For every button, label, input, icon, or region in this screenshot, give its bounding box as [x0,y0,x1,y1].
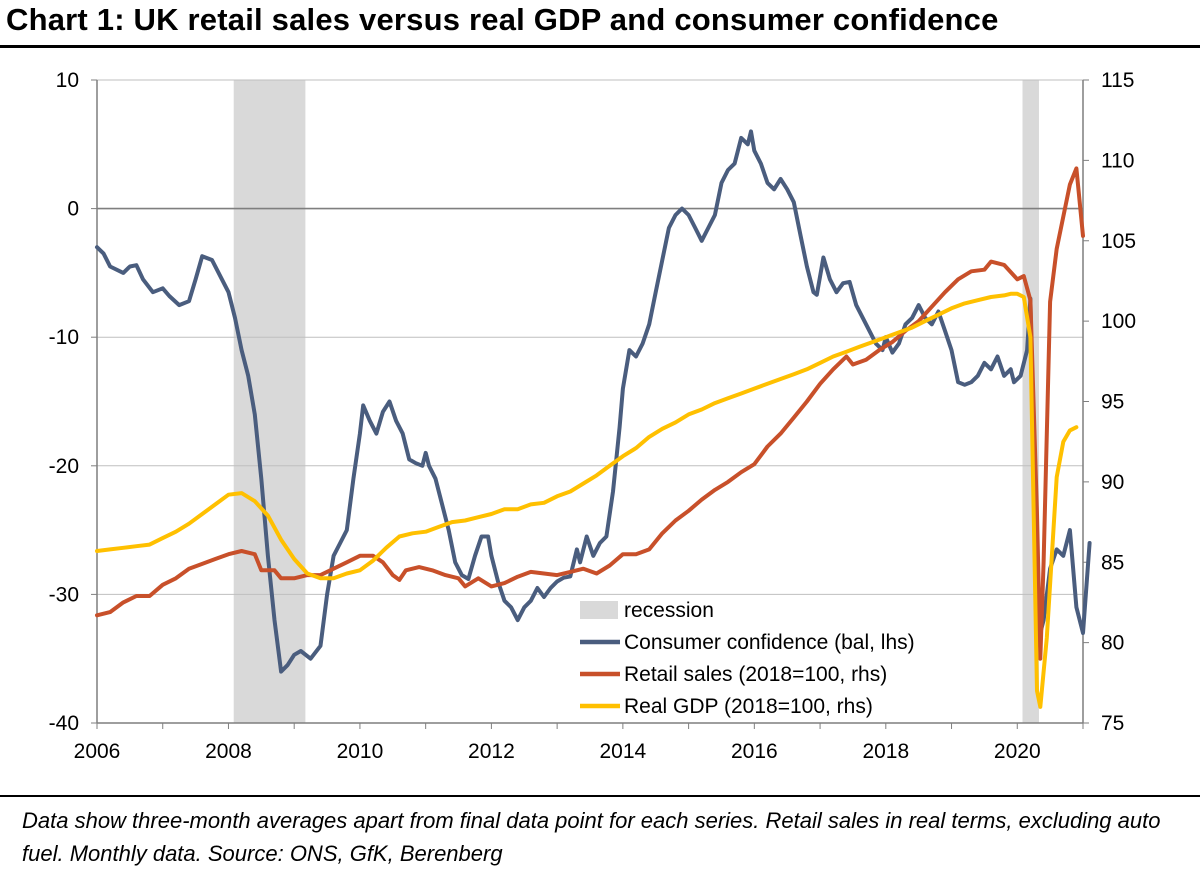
real-gdp-series-line [95,291,1079,709]
consumer-confidence-series-line [95,129,1092,674]
recession-band-1 [233,80,306,723]
right-tick-label: 90 [1101,471,1124,494]
left-tick-label: -30 [49,583,79,606]
footnote-divider [0,795,1200,797]
x-tick-label: 2014 [600,740,647,763]
legend-label-consumer-confidence: Consumer confidence (bal, lhs) [624,631,915,654]
line-chart: 100-10-20-30-401151101051009590858075200… [49,69,1136,763]
left-tick-label: 10 [56,69,79,92]
x-tick-label: 2010 [337,740,384,763]
x-tick-label: 2012 [468,740,515,763]
axes: 100-10-20-30-401151101051009590858075200… [49,69,1136,763]
legend-label-recession: recession [624,599,714,622]
x-tick-label: 2008 [205,740,252,763]
x-tick-label: 2006 [74,740,121,763]
chart-title: Chart 1: UK retail sales versus real GDP… [6,2,999,37]
x-tick-label: 2020 [994,740,1041,763]
title-divider [0,45,1200,48]
legend-label-retail-sales: Retail sales (2018=100, rhs) [624,663,887,686]
left-tick-label: -10 [49,326,79,349]
footnote: Data show three-month averages apart fro… [22,808,1161,866]
retail-sales-series-line [95,166,1085,661]
legend: recession Consumer confidence (bal, lhs) R… [580,599,915,718]
right-tick-label: 105 [1101,230,1136,253]
left-tick-label: -20 [49,455,79,478]
x-tick-label: 2016 [731,740,778,763]
x-tick-label: 2018 [862,740,909,763]
recession-bands [233,80,1039,723]
left-tick-label: 0 [67,198,79,221]
right-tick-label: 115 [1101,69,1134,92]
right-tick-label: 110 [1101,149,1134,172]
right-tick-label: 80 [1101,632,1124,655]
right-tick-label: 85 [1101,551,1124,574]
series-lines [95,129,1092,709]
legend-swatch-recession [580,601,618,619]
right-tick-label: 95 [1101,391,1124,414]
right-tick-label: 75 [1101,712,1124,735]
legend-label-real-gdp: Real GDP (2018=100, rhs) [624,695,873,718]
right-tick-label: 100 [1101,310,1136,333]
left-tick-label: -40 [49,712,79,735]
